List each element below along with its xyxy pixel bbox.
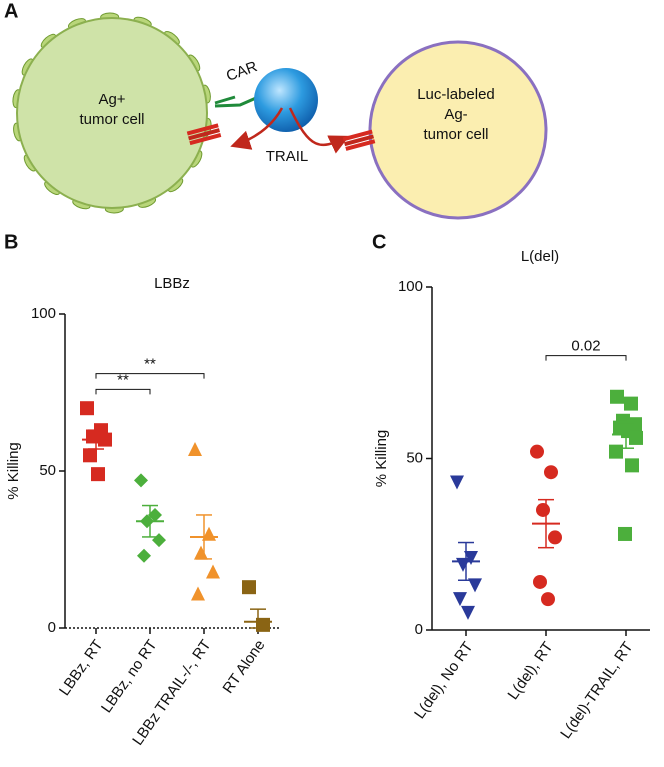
significance-bracket (95, 373, 205, 379)
point (456, 557, 470, 572)
y-tick-label: 100 (398, 278, 423, 295)
point (137, 548, 151, 563)
significance-bracket (95, 388, 151, 395)
point (629, 430, 643, 445)
point (188, 442, 202, 457)
point (194, 545, 208, 560)
cell-label: tumor cell (79, 111, 144, 128)
point (533, 574, 547, 589)
point (191, 586, 205, 601)
target-cell (368, 40, 548, 220)
significance-label: ** (144, 356, 156, 373)
point (134, 473, 148, 488)
car-label: CAR (224, 58, 260, 85)
point (461, 605, 475, 620)
point (468, 578, 482, 593)
point (242, 580, 256, 595)
car-receptor (214, 95, 257, 108)
y-tick-label: 0 (415, 621, 423, 638)
point (80, 401, 94, 416)
x-tick-label: L(del), No RT (411, 639, 476, 722)
y-tick-label: 50 (39, 462, 56, 479)
diagram: A Ag+ tumor cell Luc-labeled Ag- tumor c… (4, 0, 548, 220)
point (83, 448, 97, 463)
trail-arrow (230, 107, 284, 150)
point (453, 592, 467, 607)
point (530, 444, 544, 459)
point (464, 550, 478, 565)
trail-receptor (186, 123, 222, 146)
point (609, 444, 623, 459)
point (618, 526, 632, 541)
point (625, 458, 639, 473)
x-tick-label: LBBz, RT (56, 637, 107, 699)
trail-label: TRAIL (266, 148, 309, 165)
point (624, 396, 638, 411)
panel-label: B (4, 231, 18, 253)
cell-label: tumor cell (423, 126, 488, 143)
x-tick-label: LBBz, no RT (98, 637, 161, 716)
chart-title: LBBz (154, 275, 190, 292)
x-tick-label: L(del)-TRAIL, RT (557, 639, 636, 742)
point (86, 429, 100, 444)
x-tick-label: RT Alone (220, 637, 269, 697)
point (152, 533, 166, 548)
point (450, 475, 464, 490)
point (206, 564, 220, 579)
point (91, 467, 105, 482)
significance-bracket (545, 355, 627, 361)
cell-label: Ag- (444, 106, 467, 123)
trail-receptor (342, 129, 376, 151)
significance-label: 0.02 (571, 338, 600, 355)
point (541, 592, 555, 607)
point (610, 389, 624, 404)
y-axis-label: % Killing (373, 430, 390, 488)
x-tick-label: L(del), RT (505, 639, 557, 703)
cell-label: Ag+ (98, 91, 125, 108)
point (148, 507, 162, 522)
point (536, 502, 550, 517)
point (548, 530, 562, 545)
y-tick-label: 100 (31, 305, 56, 322)
cell-label: Luc-labeled (417, 86, 495, 103)
y-tick-label: 50 (406, 449, 423, 466)
chart-title: L(del) (521, 248, 559, 265)
panel-label: C (372, 231, 386, 253)
trail-arrow (288, 107, 350, 154)
tumor-cell (16, 17, 208, 209)
significance-label: ** (117, 371, 129, 388)
panel-label: A (4, 0, 18, 22)
t-cell (254, 68, 318, 132)
chart: C L(del) % Killing 0 50 100 L(del), No RT L(del… (372, 231, 650, 742)
y-axis-label: % Killing (5, 442, 22, 500)
y-tick-label: 0 (48, 619, 56, 636)
point (544, 465, 558, 480)
